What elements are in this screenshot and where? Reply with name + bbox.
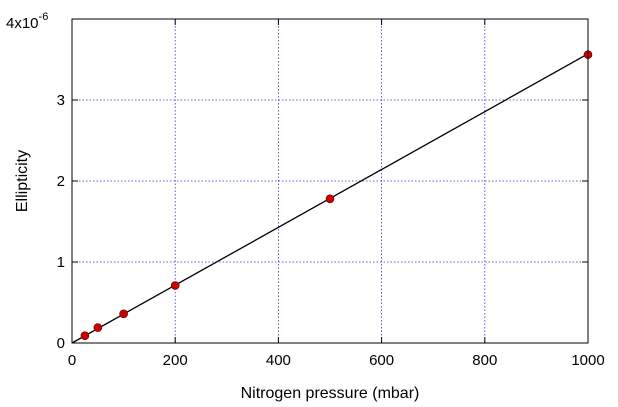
x-tick-label: 400 bbox=[266, 352, 291, 369]
y-tick-label: 3 bbox=[57, 92, 65, 109]
data-point bbox=[80, 331, 90, 341]
data-point bbox=[170, 281, 180, 290]
plot-background bbox=[72, 19, 588, 343]
y-tick-label: 1 bbox=[57, 254, 65, 271]
axis-ticks bbox=[71, 18, 589, 344]
x-tick-label: 1000 bbox=[571, 352, 604, 369]
data-points bbox=[80, 50, 593, 341]
x-tick-labels: 0 200 400 600 800 1000 bbox=[68, 352, 605, 369]
x-tick-label: 200 bbox=[163, 352, 188, 369]
x-tick-label: 600 bbox=[369, 352, 394, 369]
y-tick-labels: 0 1 2 3 bbox=[57, 92, 65, 352]
y-tick-label: 0 bbox=[57, 335, 65, 352]
data-point bbox=[325, 194, 335, 204]
x-tick-label: 0 bbox=[68, 352, 76, 369]
y-tick-label: 2 bbox=[57, 173, 65, 190]
x-tick-label: 800 bbox=[472, 352, 497, 369]
y-axis-label: Ellipticity bbox=[14, 150, 31, 212]
y-axis-multiplier: 4x10-6 bbox=[6, 11, 48, 32]
data-point bbox=[93, 323, 103, 332]
x-axis-label: Nitrogen pressure (mbar) bbox=[241, 385, 420, 402]
data-point bbox=[119, 309, 128, 319]
